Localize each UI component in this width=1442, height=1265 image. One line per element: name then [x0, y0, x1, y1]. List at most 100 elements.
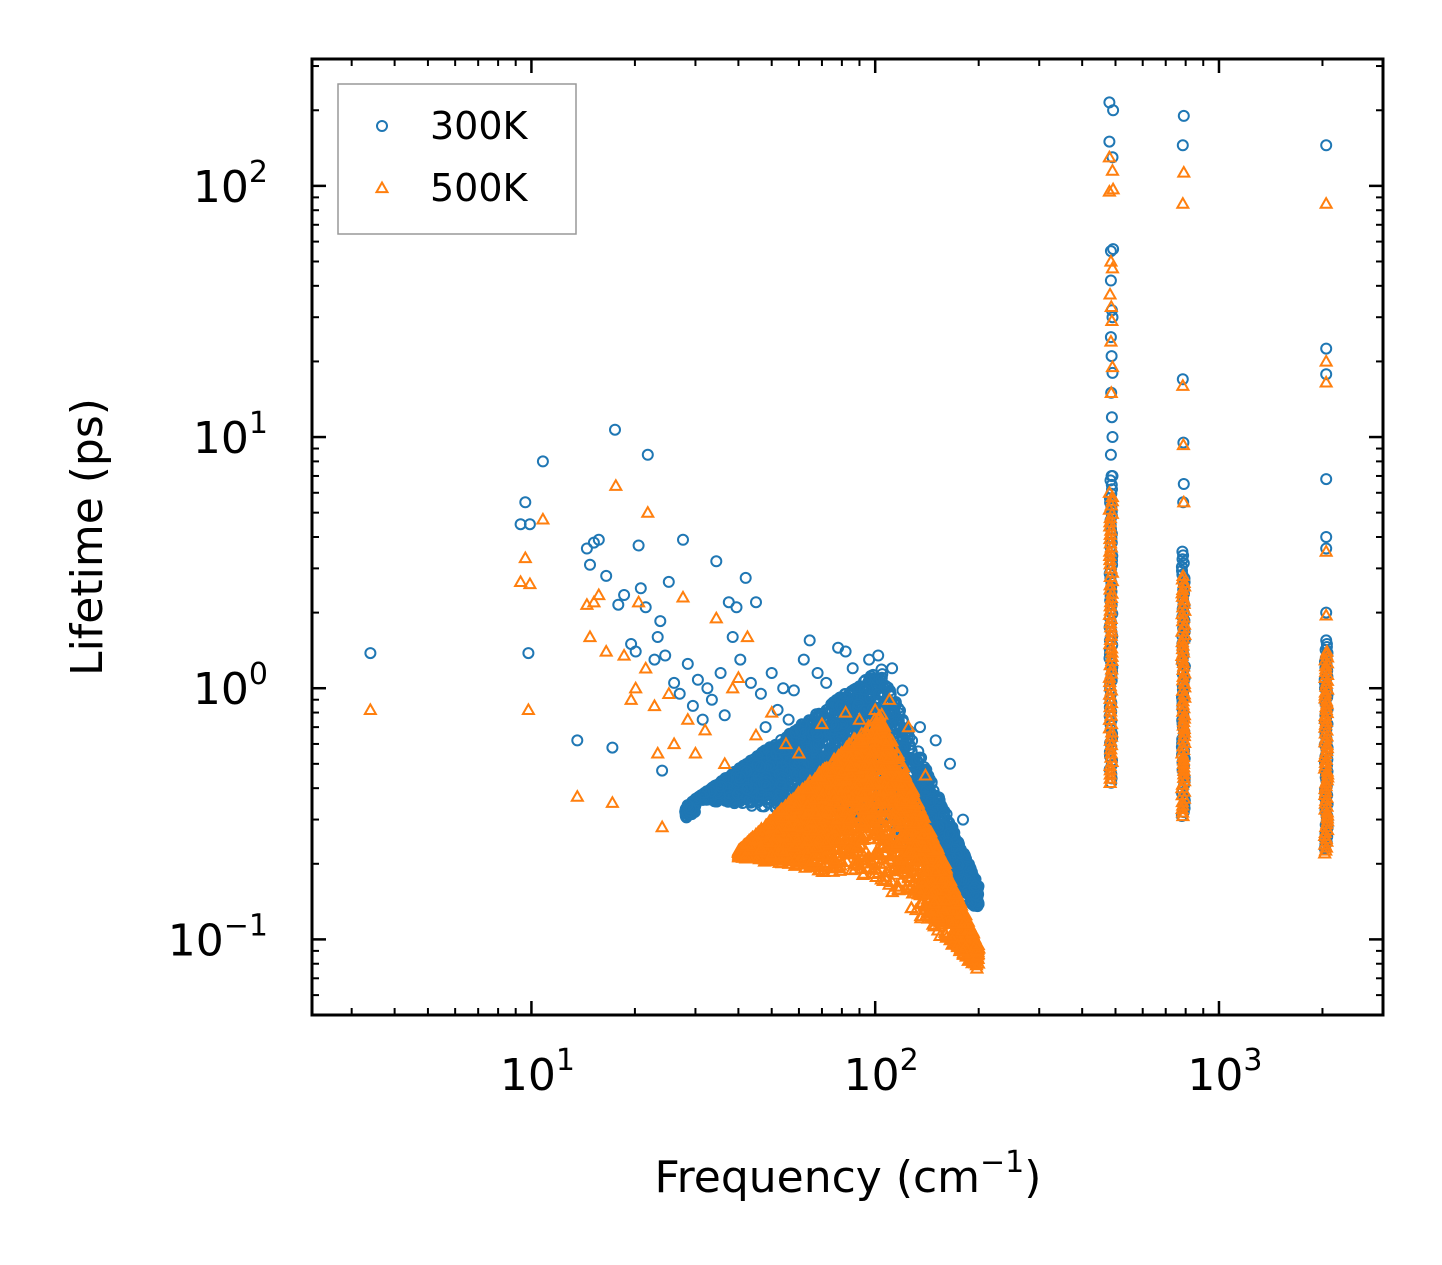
data-point-300K — [830, 719, 843, 732]
data-point-300K — [932, 795, 944, 807]
data-point-300K — [523, 518, 536, 531]
data-point-500K — [891, 882, 906, 896]
data-point-300K — [718, 709, 731, 722]
data-point-300K — [1320, 342, 1333, 355]
data-point-300K — [1176, 139, 1189, 152]
data-point-300K — [696, 713, 709, 726]
data-point-300K — [858, 704, 871, 717]
data-point-300K — [681, 799, 694, 812]
data-point-300K — [710, 555, 723, 568]
markers-layer — [363, 96, 1335, 974]
data-point-300K — [795, 718, 808, 731]
data-point-300K — [1106, 470, 1119, 482]
data-point-300K — [937, 808, 950, 821]
data-point-300K — [878, 680, 891, 692]
data-point-500K — [920, 910, 936, 924]
data-point-300K — [1176, 373, 1189, 386]
data-point-300K — [783, 729, 796, 742]
data-point-300K — [618, 589, 631, 601]
data-point-300K — [580, 542, 593, 555]
data-point-500K — [874, 833, 890, 846]
data-point-300K — [1177, 109, 1190, 122]
data-point-300K — [1320, 531, 1333, 543]
data-point-300K — [1320, 368, 1333, 381]
data-point-300K — [750, 596, 762, 609]
data-point-500K — [880, 825, 895, 839]
data-point-300K — [673, 687, 686, 700]
data-point-300K — [744, 676, 757, 689]
data-point-300K — [1320, 606, 1333, 619]
data-point-300K — [654, 615, 667, 628]
data-point-300K — [686, 699, 699, 712]
data-point-300K — [600, 569, 613, 582]
series-500K — [363, 149, 1335, 974]
data-point-300K — [656, 764, 669, 777]
data-point-300K — [919, 784, 932, 797]
data-point-300K — [743, 794, 755, 807]
data-point-300K — [609, 423, 621, 436]
data-point-300K — [364, 647, 377, 660]
data-point-300K — [648, 653, 661, 666]
data-point-500K — [887, 860, 903, 874]
data-point-300K — [1105, 411, 1118, 424]
data-point-300K — [924, 795, 937, 808]
data-point-300K — [754, 687, 767, 700]
data-point-300K — [896, 713, 909, 726]
data-point-500K — [882, 836, 898, 849]
data-point-300K — [896, 684, 909, 697]
data-point-500K — [908, 902, 924, 916]
data-point-300K — [632, 539, 645, 552]
data-point-300K — [739, 571, 752, 584]
data-point-500K — [885, 846, 900, 860]
data-point-300K — [794, 724, 807, 737]
data-point-300K — [759, 721, 772, 734]
data-point-300K — [826, 699, 839, 712]
data-point-300K — [858, 683, 871, 696]
data-point-500K — [836, 751, 852, 765]
data-point-300K — [592, 533, 605, 546]
data-point-300K — [897, 733, 910, 746]
data-point-300K — [839, 645, 852, 658]
data-point-300K — [651, 631, 664, 643]
data-point-300K — [629, 645, 642, 658]
data-point-500K — [877, 809, 893, 823]
data-point-300K — [872, 649, 885, 662]
data-point-300K — [634, 582, 647, 595]
data-point-300K — [846, 662, 859, 675]
data-point-300K — [852, 682, 865, 695]
data-point-500K — [909, 862, 925, 876]
data-point-300K — [1177, 478, 1190, 490]
data-point-300K — [705, 693, 718, 706]
data-point-300K — [763, 759, 776, 772]
data-point-300K — [811, 667, 824, 679]
data-point-500K — [819, 841, 835, 854]
data-point-300K — [952, 859, 965, 871]
data-point-300K — [754, 760, 767, 773]
data-point-300K — [1104, 331, 1117, 344]
data-point-300K — [969, 889, 982, 902]
data-point-300K — [571, 734, 584, 747]
data-point-300K — [698, 787, 711, 799]
data-point-500K — [870, 811, 885, 824]
data-point-500K — [850, 843, 865, 857]
data-point-300K — [606, 741, 619, 754]
data-point-300K — [723, 787, 736, 800]
data-point-300K — [872, 688, 885, 701]
data-point-500K — [844, 862, 859, 876]
data-point-300K — [705, 785, 718, 798]
data-point-300K — [741, 783, 754, 796]
data-point-300K — [960, 860, 973, 873]
data-point-300K — [797, 653, 810, 666]
data-point-300K — [1106, 431, 1119, 443]
data-point-500K — [914, 896, 930, 910]
data-point-500K — [897, 829, 913, 842]
data-point-300K — [1107, 243, 1120, 256]
data-point-300K — [911, 754, 924, 767]
data-point-300K — [774, 777, 787, 790]
data-point-300K — [801, 742, 813, 754]
data-point-300K — [1320, 139, 1333, 152]
data-point-300K — [820, 676, 833, 689]
data-point-300K — [762, 791, 775, 804]
data-point-300K — [957, 813, 969, 826]
data-point-300K — [689, 793, 702, 805]
